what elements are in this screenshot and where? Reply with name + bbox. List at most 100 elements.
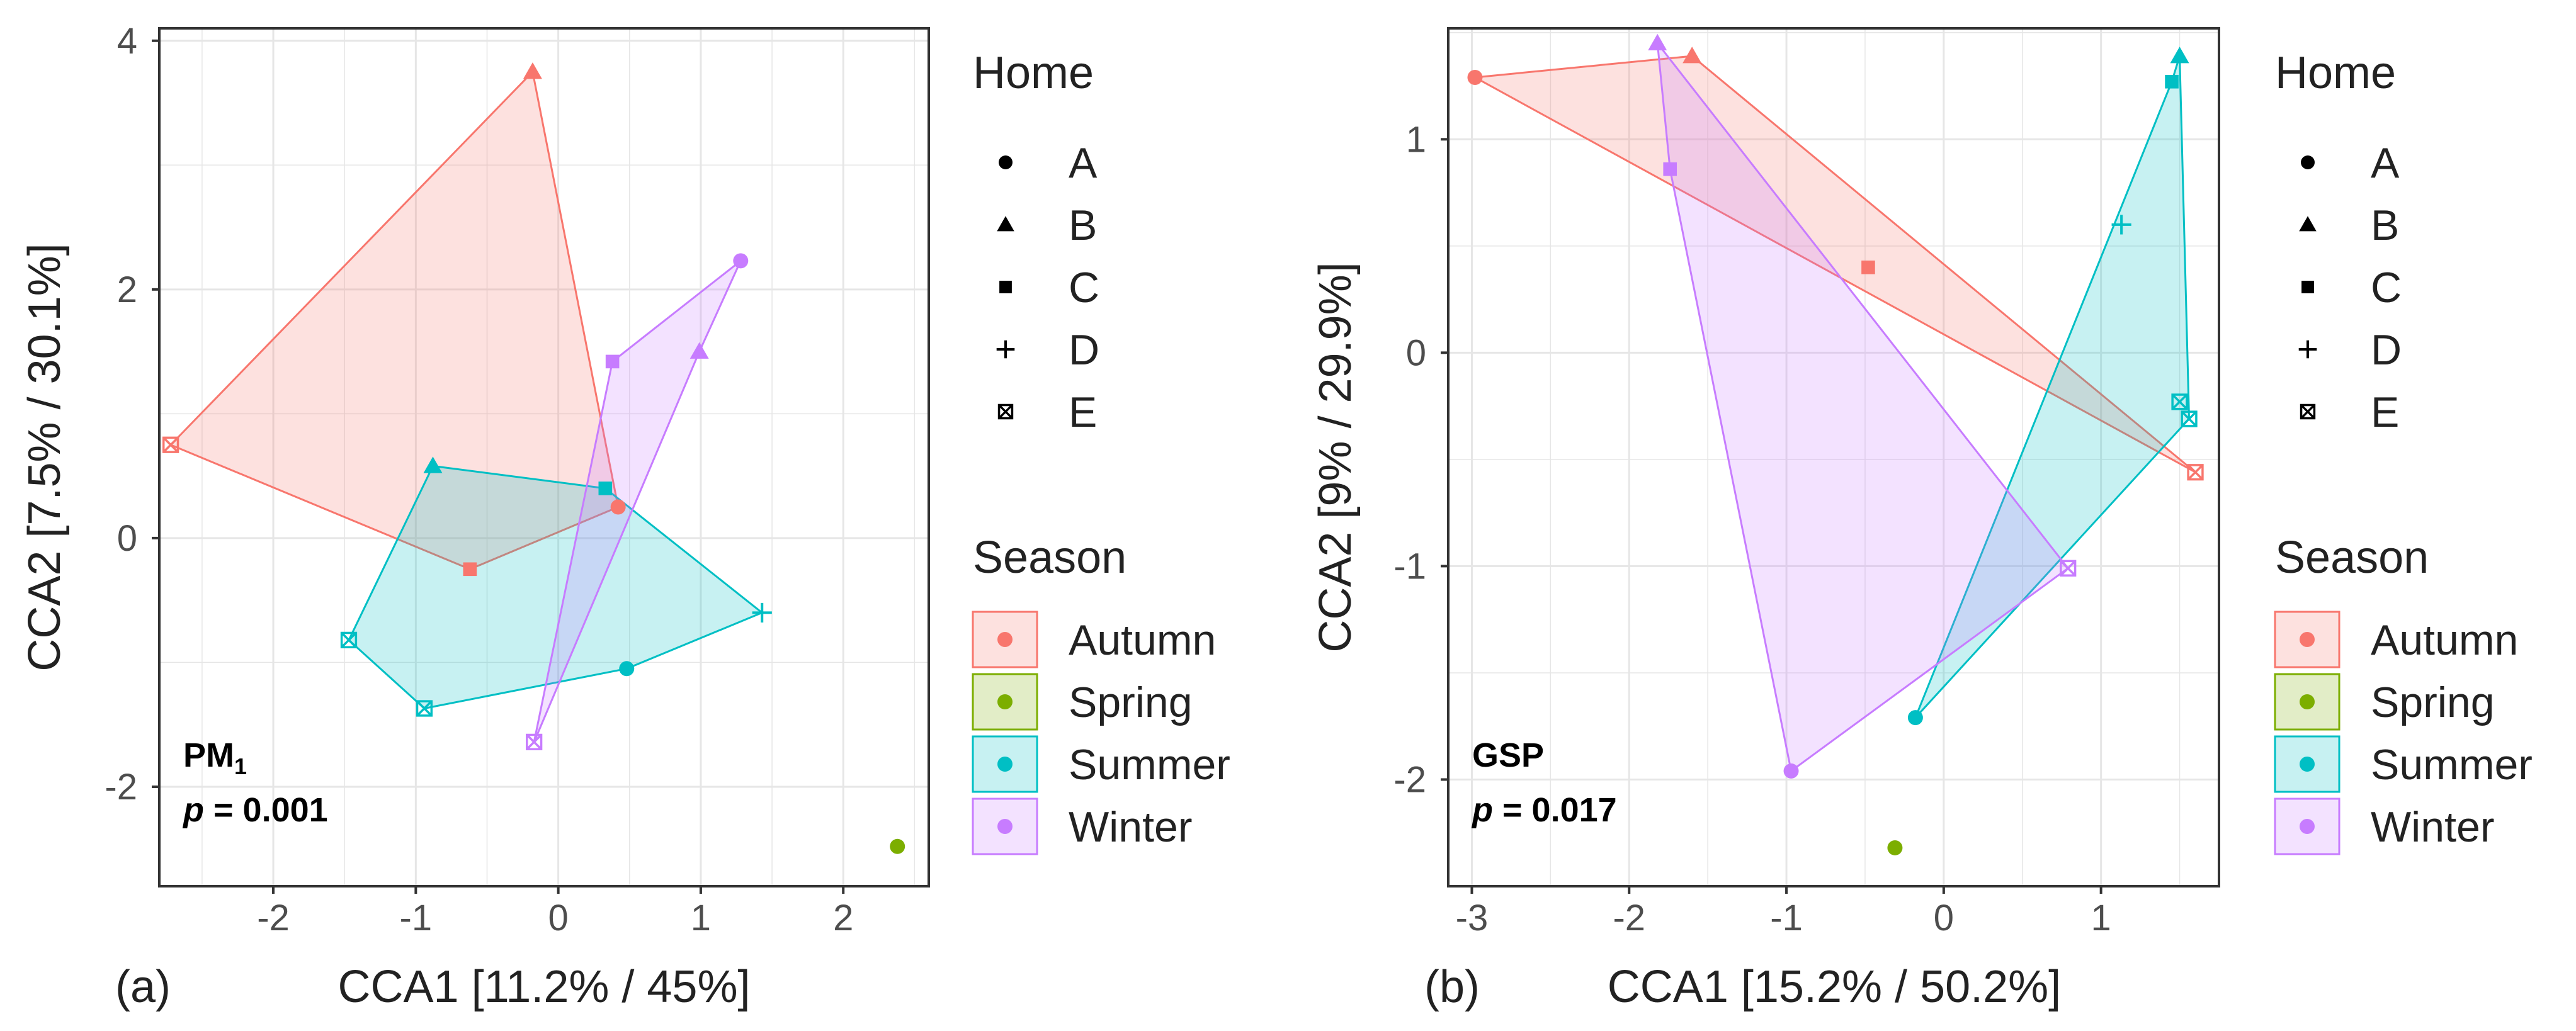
annotation-p-symbol: p bbox=[182, 791, 204, 829]
legend-season-title: Season bbox=[2275, 532, 2429, 583]
annotation-measure: PM1 bbox=[183, 736, 247, 779]
x-tick-label: 2 bbox=[833, 898, 853, 938]
annotation-measure: GSP bbox=[1472, 736, 1544, 774]
point-summer-c bbox=[2165, 74, 2179, 89]
legend-home-key-c bbox=[2301, 281, 2314, 293]
point-summer-b bbox=[423, 456, 443, 473]
legend-home-key-c bbox=[999, 281, 1012, 293]
chart-panel-1: -2 -1 0 1 2 -2 0 2 4 CCA1 [11.2% / 45%] CCA2 [7.5%… bbox=[20, 21, 1230, 1012]
point-spring-a bbox=[890, 838, 905, 854]
point-spring-a bbox=[1887, 840, 1903, 855]
legend-season-label: Spring bbox=[2371, 679, 2495, 726]
legend-season-label: Summer bbox=[2371, 741, 2533, 789]
point-autumn-c bbox=[463, 562, 477, 577]
x-tick-label: 1 bbox=[2091, 898, 2111, 938]
point-winter-a bbox=[733, 253, 749, 269]
point-winter-b bbox=[1648, 33, 1667, 50]
legend-season-dot-autumn bbox=[997, 632, 1013, 647]
legend-home-label: E bbox=[1069, 388, 1097, 436]
legend-season-title: Season bbox=[973, 532, 1126, 583]
legend-home-key-a bbox=[999, 155, 1013, 169]
legend-season-dot-autumn bbox=[2300, 632, 2315, 647]
panel-label: (b) bbox=[1424, 962, 1480, 1012]
annotation-subscript: 1 bbox=[234, 753, 247, 779]
legend-home-key-b bbox=[2299, 216, 2317, 232]
y-tick-label: 2 bbox=[117, 269, 137, 310]
x-tick-label: -1 bbox=[400, 898, 433, 938]
legend-home-label: C bbox=[2371, 264, 2402, 312]
legend-season-dot-spring bbox=[2300, 694, 2315, 709]
legend-season-label: Autumn bbox=[1069, 616, 1216, 664]
x-axis-label: CCA1 [15.2% / 50.2%] bbox=[1608, 962, 2061, 1012]
point-autumn-a bbox=[1467, 69, 1483, 85]
hull-autumn bbox=[1473, 55, 2197, 473]
point-autumn-c bbox=[1861, 260, 1875, 274]
y-tick-label: -2 bbox=[105, 767, 137, 808]
y-tick-label: -1 bbox=[1393, 546, 1426, 587]
legend-home-label: E bbox=[2371, 388, 2399, 436]
point-autumn-a bbox=[610, 499, 626, 515]
point-summer-e bbox=[416, 700, 433, 717]
point-summer-e bbox=[2181, 410, 2198, 427]
legend-home-key-e bbox=[997, 403, 1014, 420]
legend-home-title: Home bbox=[973, 48, 1094, 98]
legend-home-key-b bbox=[997, 216, 1014, 232]
x-tick-label: 1 bbox=[691, 898, 711, 938]
legend-season-label: Winter bbox=[1069, 803, 1192, 851]
x-tick-label: -2 bbox=[257, 898, 290, 938]
hull-winter bbox=[1656, 42, 2069, 772]
x-tick-label: -2 bbox=[1613, 898, 1645, 938]
panel-label: (a) bbox=[115, 962, 171, 1012]
legend-season-dot-winter bbox=[997, 819, 1013, 834]
y-tick-label: 1 bbox=[1406, 119, 1426, 160]
point-summer-a bbox=[619, 661, 635, 677]
point-winter-e bbox=[526, 733, 543, 751]
legend-home-label: A bbox=[1069, 139, 1098, 187]
legend-season-dot-summer bbox=[997, 757, 1013, 772]
legend-home-key-e bbox=[2300, 403, 2316, 420]
x-tick-label: 0 bbox=[548, 898, 568, 938]
legend-season-label: Autumn bbox=[2371, 616, 2518, 664]
point-autumn-e bbox=[162, 436, 179, 453]
point-autumn-e bbox=[2187, 464, 2204, 481]
y-tick-label: 0 bbox=[1406, 332, 1426, 373]
legend-home-label: B bbox=[2371, 201, 2399, 249]
y-tick-label: 0 bbox=[117, 518, 137, 559]
x-tick-label: -3 bbox=[1456, 898, 1489, 938]
legend-home-title: Home bbox=[2275, 48, 2396, 98]
x-tick-label: 0 bbox=[1934, 898, 1954, 938]
legend-home-key-d bbox=[2298, 340, 2317, 359]
legend-home-label: C bbox=[1069, 264, 1099, 312]
legend-home-label: A bbox=[2371, 139, 2400, 187]
point-summer-a bbox=[1907, 710, 1923, 726]
legend-season-dot-summer bbox=[2300, 757, 2315, 772]
point-winter-e bbox=[2060, 560, 2077, 577]
legend-home-label: D bbox=[2371, 326, 2402, 374]
point-summer-e bbox=[2171, 393, 2188, 410]
point-winter-a bbox=[1783, 763, 1799, 779]
point-winter-c bbox=[605, 354, 620, 369]
legend-home-key-a bbox=[2301, 155, 2315, 169]
point-winter-b bbox=[689, 342, 709, 359]
legend-season-dot-spring bbox=[997, 694, 1013, 709]
grid-lines bbox=[1448, 28, 2219, 887]
annotation-p-number: = 0.001 bbox=[204, 791, 328, 829]
point-summer-b bbox=[2170, 47, 2189, 64]
legend-season-label: Winter bbox=[2371, 803, 2494, 851]
chart-panel-2: -3 -2 -1 0 1 -2 -1 0 1 CCA1 [15.2% / 50.2%] CCA2 [… bbox=[1310, 27, 2533, 1012]
y-axis-label: CCA2 [7.5% / 30.1%] bbox=[20, 243, 70, 671]
x-axis-label: CCA1 [11.2% / 45%] bbox=[338, 962, 751, 1012]
x-tick-label: -1 bbox=[1770, 898, 1803, 938]
annotation-p-value: p = 0.017 bbox=[1471, 791, 1617, 829]
point-summer-e bbox=[340, 631, 358, 649]
point-summer-c bbox=[598, 482, 613, 495]
legend-home-label: D bbox=[1069, 326, 1099, 374]
legend-season-label: Summer bbox=[1069, 741, 1230, 789]
panel-border bbox=[1447, 27, 2220, 887]
point-autumn-b bbox=[523, 62, 542, 79]
y-axis-label: CCA2 [9% / 29.9%] bbox=[1310, 262, 1361, 652]
legend-home-label: B bbox=[1069, 201, 1097, 249]
